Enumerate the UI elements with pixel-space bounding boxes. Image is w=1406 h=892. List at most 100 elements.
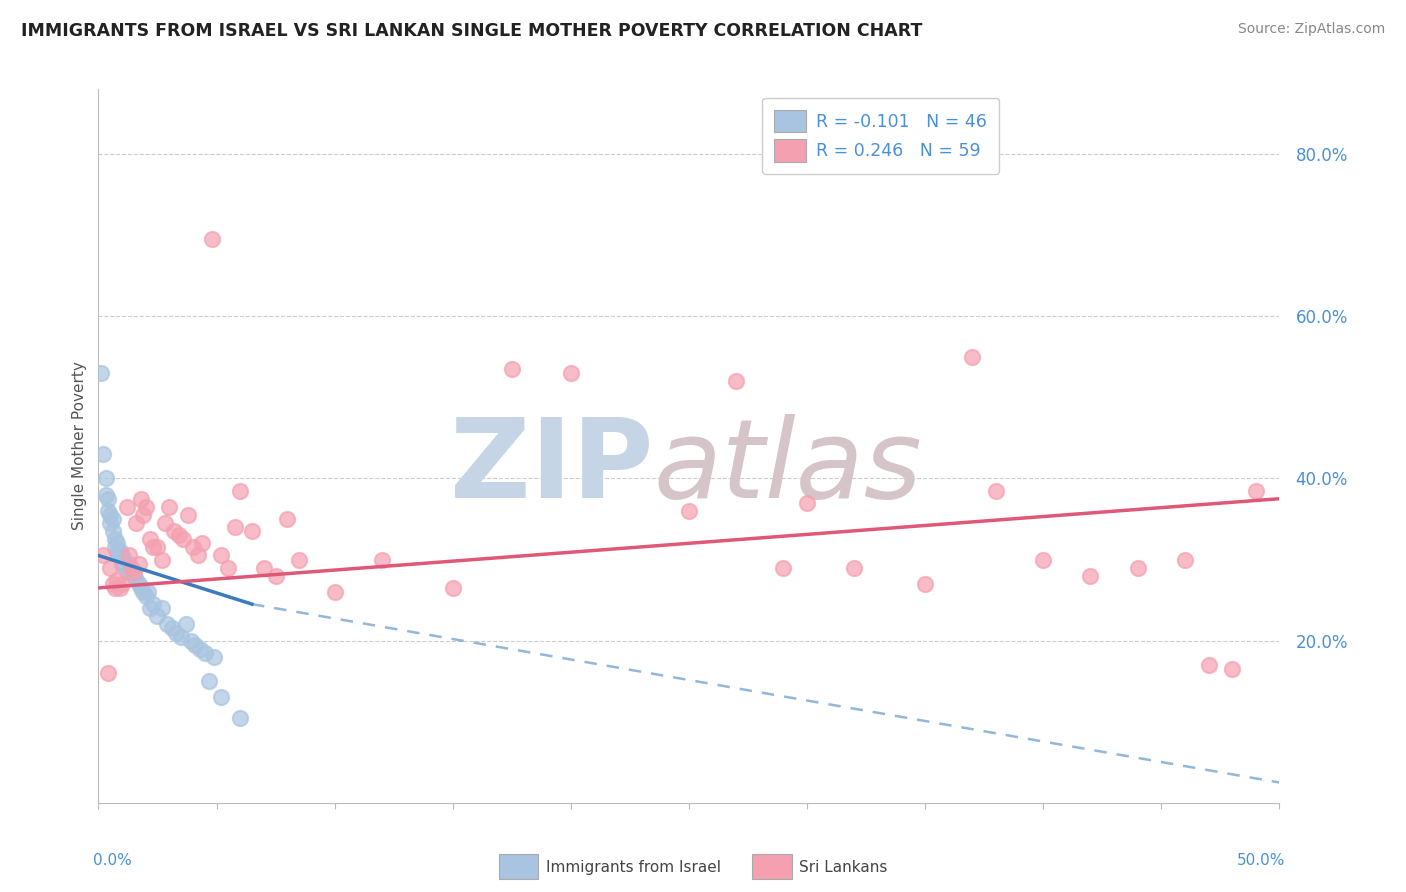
Legend: R = -0.101   N = 46, R = 0.246   N = 59: R = -0.101 N = 46, R = 0.246 N = 59 — [762, 98, 1000, 174]
Y-axis label: Single Mother Poverty: Single Mother Poverty — [72, 361, 87, 531]
Point — [111, 557, 134, 571]
Point — [772, 560, 794, 574]
Point — [288, 552, 311, 566]
Point — [725, 374, 748, 388]
Point — [165, 625, 187, 640]
Point — [371, 552, 394, 566]
Point — [1080, 568, 1102, 582]
Point — [276, 512, 298, 526]
Point — [1220, 662, 1243, 676]
Point — [125, 573, 148, 587]
Point — [170, 630, 193, 644]
Point — [94, 488, 117, 502]
Point — [98, 508, 121, 522]
Point — [121, 565, 143, 579]
Point — [914, 577, 936, 591]
Text: IMMIGRANTS FROM ISRAEL VS SRI LANKAN SINGLE MOTHER POVERTY CORRELATION CHART: IMMIGRANTS FROM ISRAEL VS SRI LANKAN SIN… — [21, 22, 922, 40]
Point — [217, 560, 239, 574]
Point — [146, 609, 169, 624]
Point — [118, 549, 141, 563]
Point — [128, 557, 150, 571]
Point — [560, 366, 582, 380]
Point — [142, 541, 165, 555]
Text: 0.0%: 0.0% — [93, 853, 131, 868]
Point — [163, 524, 186, 538]
Point — [104, 541, 127, 555]
Point — [184, 638, 207, 652]
Point — [112, 557, 135, 571]
Point — [1032, 552, 1054, 566]
Point — [111, 577, 134, 591]
Point — [153, 516, 176, 530]
Point — [122, 568, 145, 582]
Point — [97, 491, 120, 506]
Point — [132, 585, 155, 599]
Text: Immigrants from Israel: Immigrants from Israel — [546, 860, 720, 874]
Point — [1126, 560, 1149, 574]
Point — [441, 581, 464, 595]
Point — [125, 516, 148, 530]
Point — [191, 536, 214, 550]
Point — [1174, 552, 1197, 566]
Point — [264, 568, 287, 582]
Point — [201, 232, 224, 246]
Point — [115, 565, 138, 579]
Point — [962, 350, 984, 364]
Point — [157, 500, 180, 514]
Point — [111, 549, 134, 563]
Point — [121, 560, 143, 574]
Text: atlas: atlas — [654, 414, 922, 521]
Point — [1198, 657, 1220, 672]
Point — [1244, 483, 1267, 498]
Point — [180, 633, 202, 648]
Point — [678, 504, 700, 518]
Text: 50.0%: 50.0% — [1237, 853, 1285, 868]
Point — [115, 500, 138, 514]
Point — [94, 471, 117, 485]
Point — [122, 565, 145, 579]
Point — [160, 622, 183, 636]
Point — [104, 581, 127, 595]
Text: Sri Lankans: Sri Lankans — [799, 860, 887, 874]
Point — [129, 491, 152, 506]
Point — [177, 508, 200, 522]
Point — [97, 504, 120, 518]
Point — [91, 549, 114, 563]
Point — [91, 447, 114, 461]
Point — [135, 500, 157, 514]
Point — [129, 581, 152, 595]
Point — [98, 516, 121, 530]
Point — [209, 549, 232, 563]
Point — [132, 508, 155, 522]
Point — [118, 557, 141, 571]
Point — [187, 549, 209, 563]
Point — [108, 581, 131, 595]
Point — [105, 544, 128, 558]
Point — [229, 711, 252, 725]
Point — [188, 641, 211, 656]
Point — [101, 577, 124, 591]
Point — [209, 690, 232, 705]
Point — [146, 541, 169, 555]
Point — [90, 366, 112, 380]
Point — [135, 589, 157, 603]
Point — [136, 585, 159, 599]
Text: ZIP: ZIP — [450, 414, 654, 521]
Point — [224, 520, 246, 534]
Point — [198, 674, 221, 689]
Point — [174, 617, 197, 632]
Point — [105, 573, 128, 587]
Point — [150, 552, 173, 566]
Point — [202, 649, 225, 664]
Point — [181, 541, 204, 555]
Point — [229, 483, 252, 498]
Point — [108, 549, 131, 563]
Point — [150, 601, 173, 615]
Point — [172, 533, 194, 547]
Point — [984, 483, 1007, 498]
Point — [156, 617, 179, 632]
Point — [142, 597, 165, 611]
Point — [501, 362, 523, 376]
Point — [167, 528, 190, 542]
Point — [128, 577, 150, 591]
